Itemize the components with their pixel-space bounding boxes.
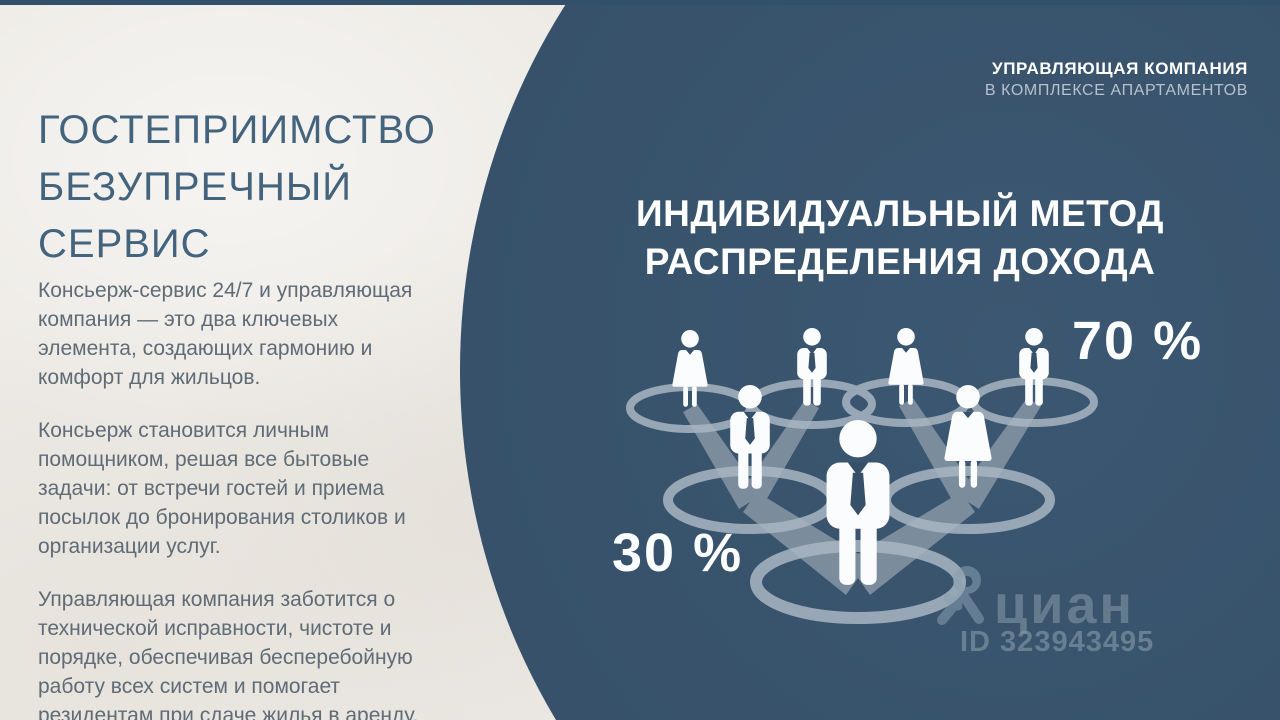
paragraph: Консьерж-сервис 24/7 и управляющая компа…: [38, 279, 413, 389]
corner-header: УПРАВЛЯЮЩАЯ КОМПАНИЯ В КОМПЛЕКСЕ АПАРТАМ…: [985, 58, 1248, 102]
diagram-title: ИНДИВИДУАЛЬНЫЙ МЕТОД РАСПРЕДЕЛЕНИЯ ДОХОД…: [550, 190, 1250, 286]
slide-title-line: СЕРВИС: [38, 222, 211, 266]
diagram-title-line: ИНДИВИДУАЛЬНЫЙ МЕТОД: [636, 193, 1164, 234]
corner-header-line2: В КОМПЛЕКСЕ АПАРТАМЕНТОВ: [984, 82, 1248, 99]
connector: [743, 492, 870, 595]
corner-header-line1: УПРАВЛЯЮЩАЯ КОМПАНИЯ: [992, 59, 1248, 78]
connector: [846, 492, 975, 595]
slide-title: ГОСТЕПРИИМСТВО БЕЗУПРЕЧНЫЙ СЕРВИС: [38, 102, 436, 273]
share-70-label: 70 %: [1072, 311, 1204, 371]
cian-pin-icon: [937, 566, 984, 625]
share-30-label: 30 %: [612, 523, 744, 583]
cian-logo-text: циан: [994, 575, 1136, 635]
slide-title-line: ГОСТЕПРИИМСТВО: [38, 108, 436, 152]
listing-id: ID 323943495: [960, 626, 1155, 658]
dark-ellipse-background: [460, 0, 1280, 720]
body-text: Консьерж-сервис 24/7 и управляющая компа…: [38, 276, 420, 720]
diagram-title-line: РАСПРЕДЕЛЕНИЯ ДОХОДА: [644, 241, 1156, 282]
paragraph: Управляющая компания заботится о техниче…: [38, 588, 419, 720]
slide-title-line: БЕЗУПРЕЧНЫЙ: [38, 165, 352, 209]
paragraph: Консьерж становится личным помощником, р…: [38, 419, 406, 558]
top-edge-strip: [0, 0, 1280, 5]
